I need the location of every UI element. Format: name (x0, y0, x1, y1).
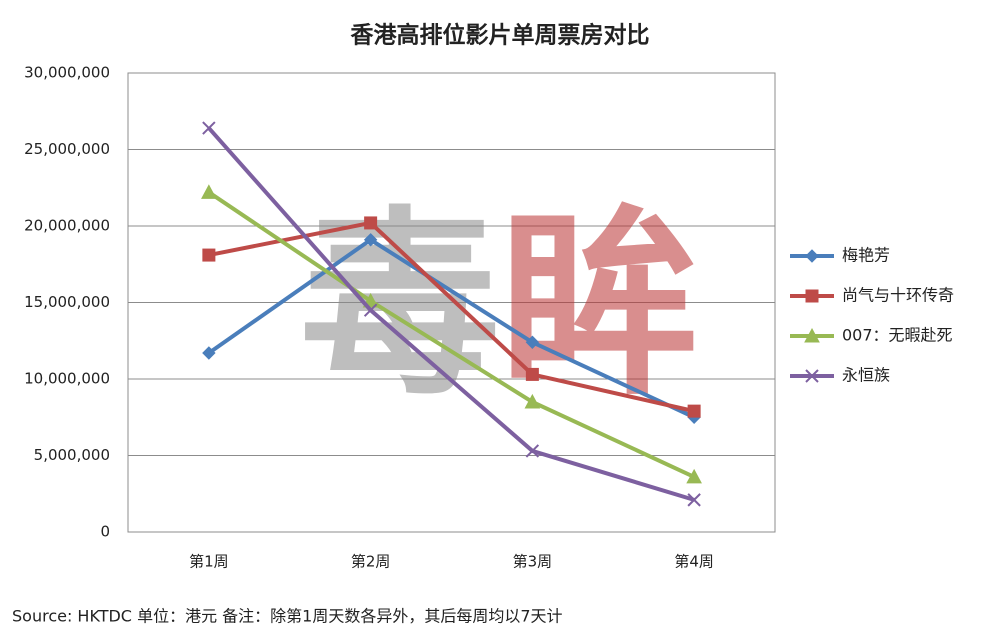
marker (364, 216, 378, 230)
marker (805, 289, 819, 303)
marker (202, 248, 216, 262)
marker (805, 369, 819, 383)
series (202, 233, 701, 424)
y-tick-label: 30,000,000 (24, 64, 110, 82)
marker (202, 346, 216, 360)
footer: Source: HKTDC 单位：港元 备注：除第1周天数各异外，其后每周均以7… (12, 607, 563, 626)
marker (687, 493, 701, 507)
marker (686, 468, 702, 484)
marker (804, 327, 820, 343)
x-tick-label: 第3周 (513, 553, 553, 571)
watermark-char: 眸 (500, 190, 700, 423)
marker (363, 233, 378, 247)
marker (202, 121, 216, 135)
marker (805, 249, 819, 263)
legend-label: 永恒族 (842, 366, 890, 385)
y-tick-label: 15,000,000 (24, 293, 110, 311)
marker (525, 335, 540, 349)
line (207, 190, 695, 479)
line (208, 220, 695, 414)
chart-title: 香港高排位影片单周票房对比 (351, 22, 650, 49)
legend-label: 007：无暇赴死 (842, 326, 953, 345)
y-tick-label: 10,000,000 (24, 370, 110, 388)
watermark-char: 毒 (300, 190, 500, 423)
line (207, 237, 695, 420)
x-tick-label: 第1周 (189, 553, 229, 571)
x-tick-label: 第4周 (674, 553, 714, 571)
y-tick-label: 5,000,000 (34, 446, 110, 464)
plot-frame (127, 72, 776, 533)
marker (687, 404, 701, 418)
marker (525, 444, 540, 458)
marker (525, 367, 539, 381)
marker (201, 184, 217, 199)
marker (524, 393, 541, 409)
series (202, 121, 701, 507)
y-tick-label: 0 (100, 523, 110, 541)
y-tick-label: 20,000,000 (24, 217, 110, 235)
marker (363, 303, 378, 317)
legend-label: 梅艳芳 (842, 246, 890, 265)
series (202, 216, 701, 418)
line (207, 126, 695, 502)
y-tick-label: 25,000,000 (24, 140, 110, 158)
x-tick-label: 第2周 (351, 553, 391, 571)
legend-label: 尚气与十环传奇 (842, 286, 954, 305)
